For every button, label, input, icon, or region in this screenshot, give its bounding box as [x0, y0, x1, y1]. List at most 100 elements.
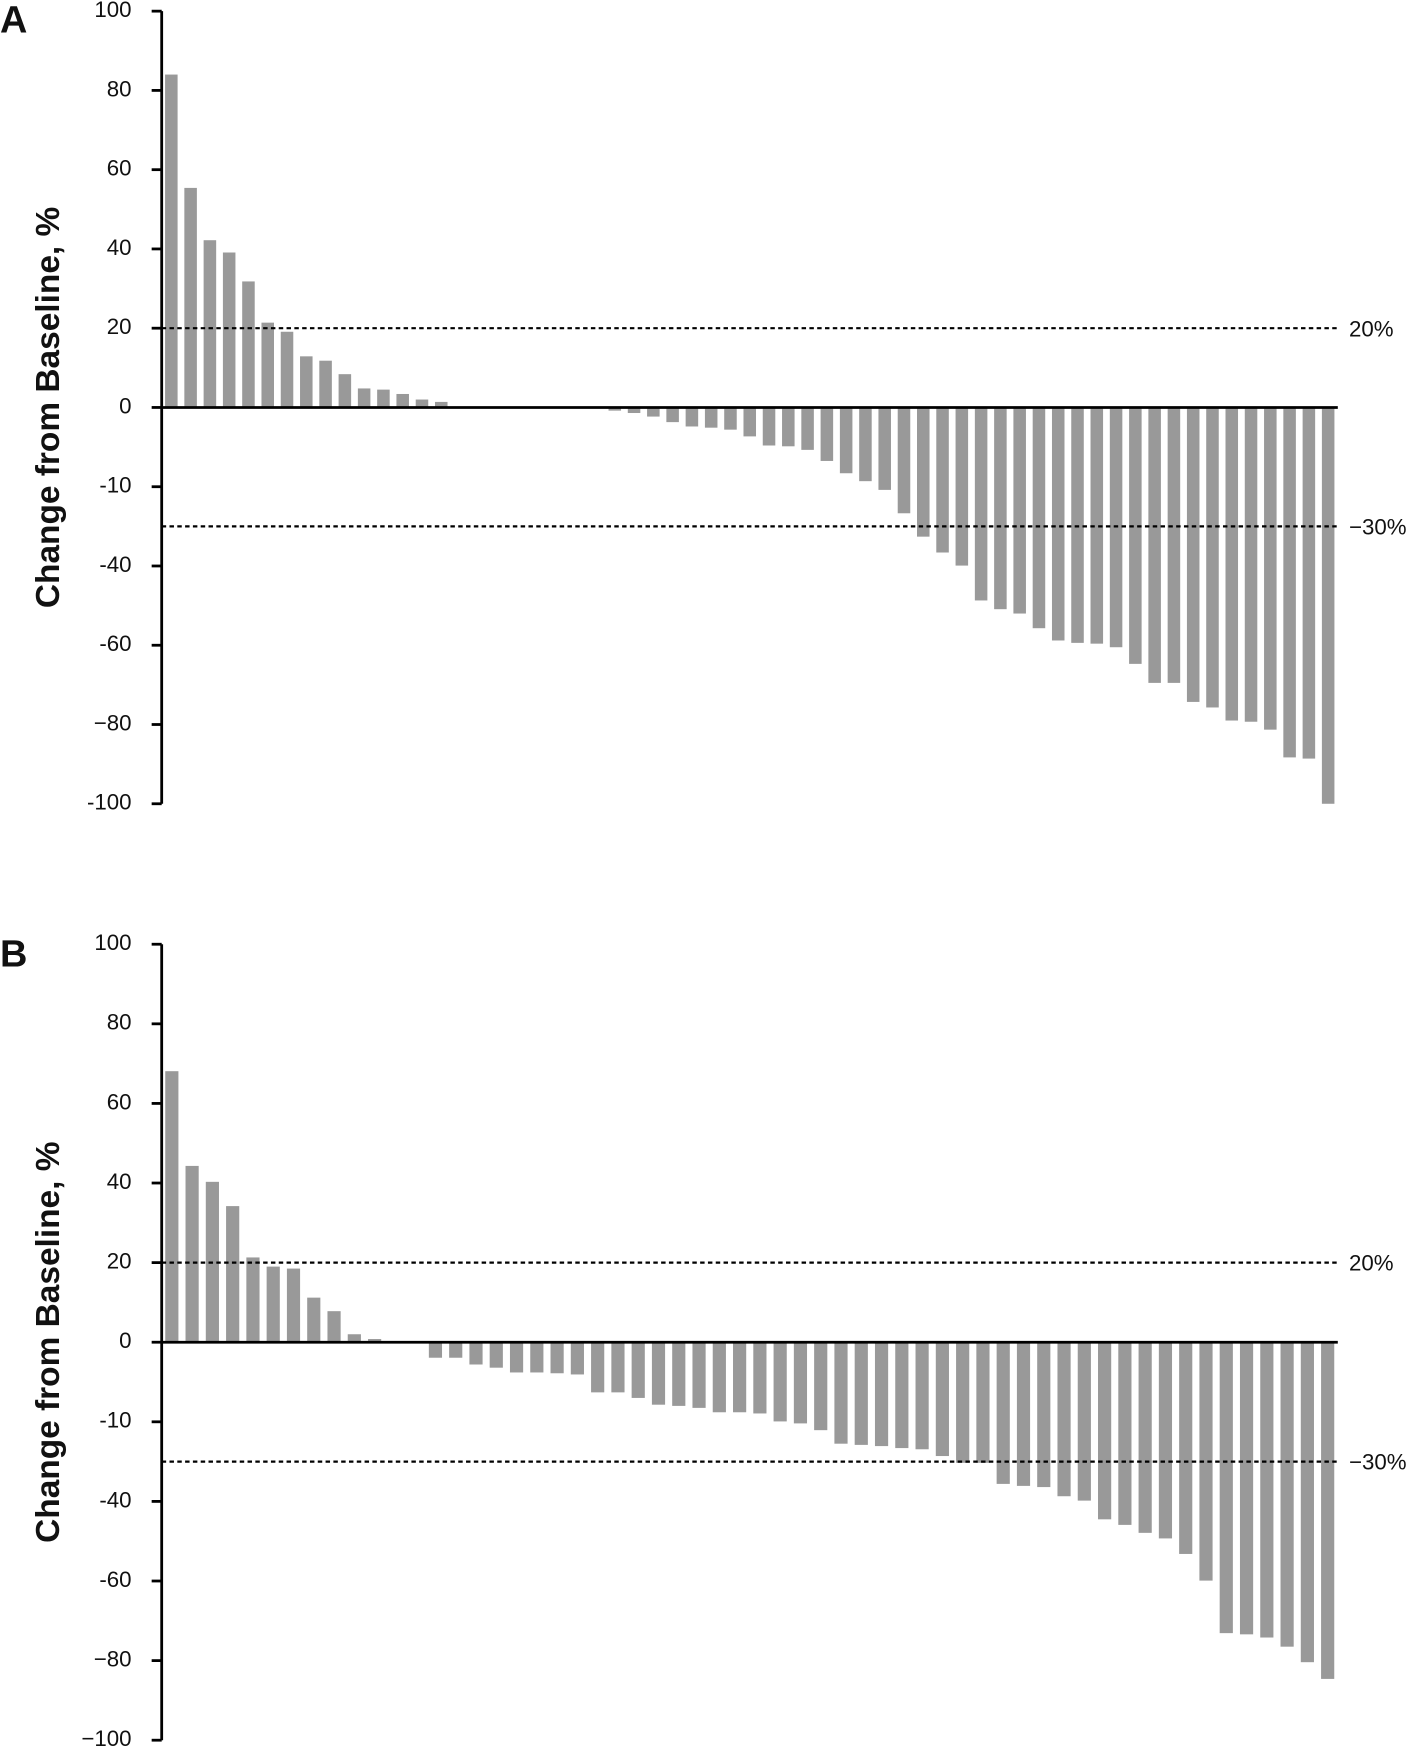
- bar: [242, 281, 255, 408]
- bar: [1321, 407, 1335, 804]
- bar: [685, 407, 699, 427]
- bar: [1167, 407, 1181, 683]
- bar: [570, 1342, 584, 1375]
- bar: [530, 1342, 544, 1373]
- bar: [1118, 1342, 1132, 1525]
- reference-label: −30%: [1349, 514, 1407, 539]
- bar: [327, 1311, 341, 1343]
- bar: [357, 388, 371, 408]
- y-tick-label: −80: [94, 710, 132, 735]
- bar: [1206, 407, 1219, 708]
- bar: [185, 1165, 199, 1343]
- bar: [1077, 1342, 1091, 1501]
- bar: [1037, 1342, 1051, 1488]
- bar: [246, 1257, 260, 1343]
- y-axis-label: Change from Baseline, %: [30, 207, 67, 608]
- bar: [449, 1342, 463, 1358]
- y-tick-label: 20: [107, 1249, 132, 1274]
- y-tick-label: −100: [81, 1726, 131, 1748]
- bar: [509, 1342, 524, 1373]
- bar: [1225, 407, 1239, 721]
- bar: [692, 1342, 706, 1408]
- y-tick-label: -60: [99, 1567, 131, 1592]
- bar: [1302, 407, 1316, 759]
- y-tick-label: 60: [107, 1089, 132, 1114]
- bar: [834, 1342, 848, 1444]
- bar: [915, 1342, 929, 1450]
- bar: [743, 407, 757, 437]
- y-tick-label: 40: [107, 1169, 132, 1194]
- bar: [647, 407, 660, 417]
- bar: [976, 1342, 990, 1463]
- bar: [839, 407, 853, 474]
- bar: [753, 1342, 767, 1414]
- reference-label: 20%: [1349, 1251, 1394, 1276]
- y-tick-label: 40: [107, 235, 132, 260]
- bar: [956, 1342, 970, 1463]
- bar: [994, 407, 1007, 610]
- bar: [1158, 1342, 1173, 1539]
- bar: [1016, 1342, 1031, 1486]
- bar: [1051, 407, 1065, 641]
- bar: [936, 407, 949, 553]
- bar: [782, 407, 795, 447]
- bar: [1260, 1342, 1274, 1638]
- panel-label: A: [0, 0, 27, 41]
- bar: [773, 1342, 787, 1422]
- y-tick-label: -10: [99, 1408, 131, 1433]
- bar: [226, 1206, 240, 1343]
- bar: [1129, 407, 1142, 664]
- bar: [591, 1342, 605, 1393]
- bar: [165, 1071, 179, 1343]
- y-tick-label: 20: [107, 314, 132, 339]
- y-tick-label: 100: [94, 0, 131, 22]
- bar: [793, 1342, 808, 1424]
- bar: [261, 322, 275, 408]
- bar: [1138, 1342, 1152, 1533]
- y-tick-label: -40: [99, 552, 131, 577]
- y-tick-label: 100: [94, 930, 131, 955]
- y-tick-label: 60: [107, 156, 132, 181]
- bar: [184, 187, 197, 408]
- bar: [469, 1342, 483, 1365]
- bar: [550, 1342, 564, 1374]
- bar: [222, 252, 236, 408]
- bar: [1219, 1342, 1233, 1634]
- y-tick-label: -10: [99, 473, 131, 498]
- bar: [651, 1342, 666, 1405]
- panel-label: B: [0, 934, 27, 976]
- bar: [611, 1342, 625, 1393]
- y-tick-label: −80: [94, 1646, 132, 1671]
- bar: [874, 1342, 889, 1447]
- y-tick-label: 0: [119, 1328, 131, 1353]
- bar: [672, 1342, 686, 1406]
- y-tick-label: -40: [99, 1487, 131, 1512]
- bar: [762, 407, 776, 446]
- bar: [859, 407, 872, 482]
- bar: [1186, 407, 1200, 702]
- bar: [704, 407, 718, 428]
- bar: [203, 240, 217, 408]
- bar: [165, 74, 178, 408]
- bar: [1264, 407, 1277, 730]
- y-tick-label: -60: [99, 631, 131, 656]
- reference-label: 20%: [1349, 316, 1394, 341]
- bar: [895, 1342, 909, 1449]
- reference-label: −30%: [1349, 1450, 1407, 1475]
- bar: [1280, 1342, 1294, 1647]
- bar: [917, 407, 930, 537]
- bar: [801, 407, 814, 450]
- bar: [814, 1342, 828, 1431]
- y-tick-label: 80: [107, 1010, 132, 1035]
- bar: [1239, 1342, 1254, 1635]
- bar: [307, 1297, 321, 1343]
- bar: [1199, 1342, 1213, 1581]
- bar: [1148, 407, 1161, 683]
- bar: [280, 331, 294, 408]
- bar: [1032, 407, 1046, 629]
- bar: [1179, 1342, 1193, 1554]
- bar: [266, 1266, 280, 1343]
- y-tick-label: -100: [87, 790, 132, 815]
